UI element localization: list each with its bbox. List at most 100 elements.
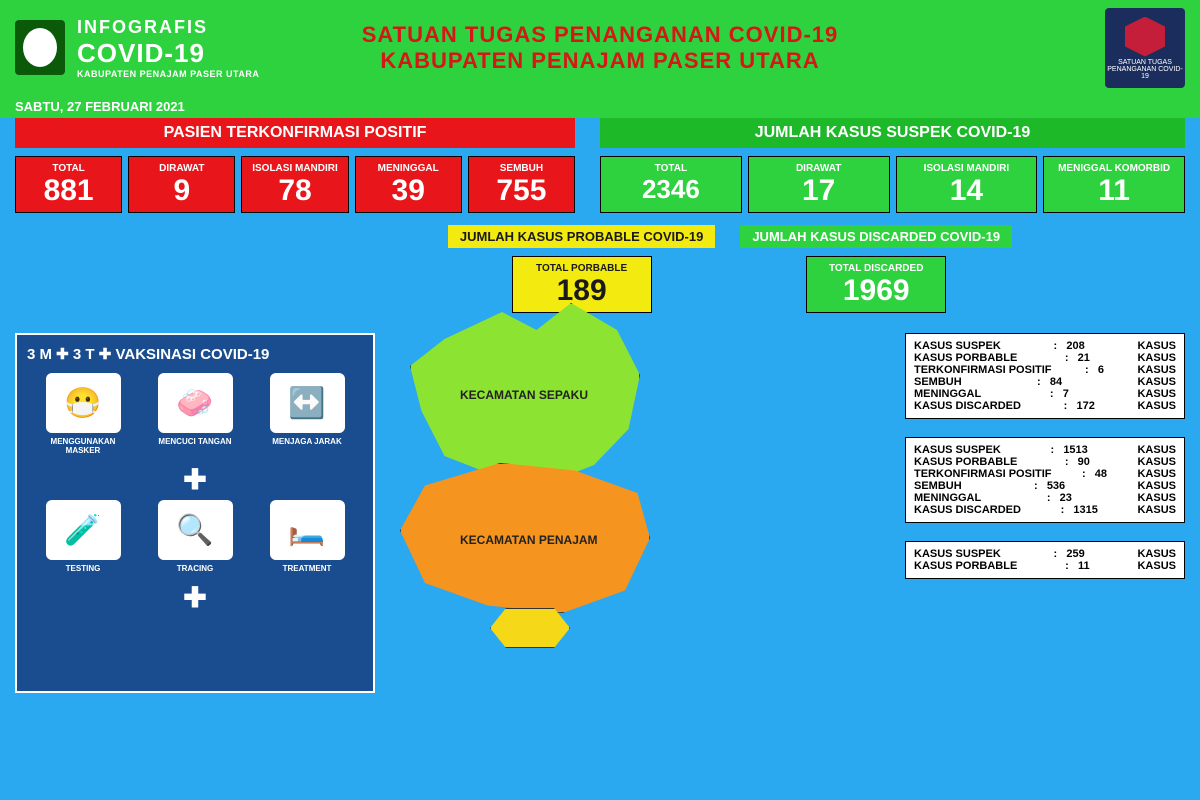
detail-colon: : 259: [1054, 548, 1085, 560]
detail-colon: : 84: [1037, 376, 1062, 388]
detail-key: KASUS PORBABLE: [914, 456, 1017, 468]
probable-stat: TOTAL PORBABLE 189: [512, 256, 652, 313]
protocol-label: TRACING: [145, 564, 245, 573]
stat-value: 14: [899, 176, 1035, 206]
stat-box: TOTAL 2346: [600, 156, 742, 213]
detail-row: TERKONFIRMASI POSITIF : 6 KASUS: [914, 364, 1176, 376]
detail-unit: KASUS: [1137, 376, 1176, 388]
taskforce-logo: SATUAN TUGAS PENANGANAN COVID-19: [1105, 8, 1185, 88]
protocol-label: MENCUCI TANGAN: [145, 437, 245, 446]
detail-row: SEMBUH : 536 KASUS: [914, 480, 1176, 492]
detail-row: KASUS PORBABLE : 11 KASUS: [914, 560, 1176, 572]
stat-value: 9: [131, 176, 232, 206]
protocol-item: 😷 MENGGUNAKAN MASKER: [33, 373, 133, 455]
detail-row: KASUS PORBABLE : 21 KASUS: [914, 352, 1176, 364]
detail-colon: : 6: [1085, 364, 1104, 376]
protocol-item: 🛏️ TREATMENT: [257, 500, 357, 573]
stat-box: ISOLASI MANDIRI 14: [896, 156, 1038, 213]
stat-label: TOTAL: [18, 163, 119, 174]
protocol-icon: 🧼: [158, 373, 233, 433]
header-left: INFOGRAFIS COVID-19 KABUPATEN PENAJAM PA…: [77, 17, 259, 79]
detail-boxes: KASUS SUSPEK : 208 KASUS KASUS PORBABLE …: [905, 333, 1185, 693]
protocol-icon: 🧪: [46, 500, 121, 560]
detail-unit: KASUS: [1137, 400, 1176, 412]
detail-row: KASUS PORBABLE : 90 KASUS: [914, 456, 1176, 468]
detail-key: KASUS SUSPEK: [914, 340, 1001, 352]
protocol-icon: 🔍: [158, 500, 233, 560]
detail-row: TERKONFIRMASI POSITIF : 48 KASUS: [914, 468, 1176, 480]
detail-row: KASUS SUSPEK : 208 KASUS: [914, 340, 1176, 352]
probable-title: JUMLAH KASUS PROBABLE COVID-19: [448, 225, 715, 248]
detail-row: MENINGGAL : 23 KASUS: [914, 492, 1176, 504]
stat-label: TOTAL: [603, 163, 739, 174]
confirmed-title: PASIEN TERKONFIRMASI POSITIF: [15, 118, 575, 148]
discarded-stat: TOTAL DISCARDED 1969: [806, 256, 946, 313]
stat-label: DIRAWAT: [751, 163, 887, 174]
region-south: [490, 608, 570, 648]
protocol-panel: 3 M ✚ 3 T ✚ VAKSINASI COVID-19 😷 MENGGUN…: [15, 333, 375, 693]
protocol-label: TREATMENT: [257, 564, 357, 573]
regency-label: KABUPATEN PENAJAM PASER UTARA: [77, 69, 259, 79]
detail-row: KASUS SUSPEK : 1513 KASUS: [914, 444, 1176, 456]
detail-unit: KASUS: [1137, 340, 1176, 352]
main-content: PASIEN TERKONFIRMASI POSITIF TOTAL 881 D…: [0, 118, 1200, 693]
detail-key: SEMBUH: [914, 376, 962, 388]
stat-box: DIRAWAT 17: [748, 156, 890, 213]
detail-key: KASUS DISCARDED: [914, 504, 1021, 516]
discarded-block: JUMLAH KASUS DISCARDED COVID-19 TOTAL DI…: [740, 225, 1012, 313]
detail-unit: KASUS: [1137, 492, 1176, 504]
detail-key: MENINGGAL: [914, 388, 981, 400]
detail-row: KASUS DISCARDED : 172 KASUS: [914, 400, 1176, 412]
header: INFOGRAFIS COVID-19 KABUPATEN PENAJAM PA…: [0, 0, 1200, 95]
detail-key: MENINGGAL: [914, 492, 981, 504]
infografis-label: INFOGRAFIS: [77, 17, 259, 38]
covid19-label: COVID-19: [77, 38, 259, 69]
detail-key: TERKONFIRMASI POSITIF: [914, 468, 1052, 480]
detail-unit: KASUS: [1137, 468, 1176, 480]
sepaku-label: KECAMATAN SEPAKU: [460, 388, 588, 402]
detail-box: KASUS SUSPEK : 208 KASUS KASUS PORBABLE …: [905, 333, 1185, 419]
stat-label: MENINGGAL: [358, 163, 459, 174]
protocol-icon: ↔️: [270, 373, 345, 433]
probable-value: 189: [515, 276, 649, 306]
protocol-item: ↔️ MENJAGA JARAK: [257, 373, 357, 455]
detail-colon: : 48: [1082, 468, 1107, 480]
stat-value: 2346: [603, 176, 739, 202]
detail-colon: : 1513: [1050, 444, 1087, 456]
suspect-title: JUMLAH KASUS SUSPEK COVID-19: [600, 118, 1185, 148]
detail-box: KASUS SUSPEK : 259 KASUS KASUS PORBABLE …: [905, 541, 1185, 579]
discarded-label: TOTAL DISCARDED: [809, 263, 943, 274]
detail-colon: : 90: [1065, 456, 1090, 468]
detail-row: SEMBUH : 84 KASUS: [914, 376, 1176, 388]
stat-box: MENINGGAL 39: [355, 156, 462, 213]
detail-colon: : 23: [1047, 492, 1072, 504]
header-center: SATUAN TUGAS PENANGANAN COVID-19 KABUPAT…: [362, 22, 839, 74]
plus-icon: ✚: [27, 581, 363, 614]
stat-label: DIRAWAT: [131, 163, 232, 174]
detail-key: KASUS SUSPEK: [914, 548, 1001, 560]
protocol-item: 🧪 TESTING: [33, 500, 133, 573]
penajam-label: KECAMATAN PENAJAM: [460, 533, 598, 547]
stat-value: 755: [471, 176, 572, 206]
detail-key: KASUS PORBABLE: [914, 352, 1017, 364]
detail-colon: : 208: [1054, 340, 1085, 352]
detail-key: TERKONFIRMASI POSITIF: [914, 364, 1052, 376]
taskforce-label: SATUAN TUGAS PENANGANAN COVID-19: [1105, 59, 1185, 80]
stat-label: ISOLASI MANDIRI: [899, 163, 1035, 174]
detail-unit: KASUS: [1137, 480, 1176, 492]
detail-colon: : 21: [1065, 352, 1090, 364]
protocol-label: MENJAGA JARAK: [257, 437, 357, 446]
detail-unit: KASUS: [1137, 352, 1176, 364]
stat-box: ISOLASI MANDIRI 78: [241, 156, 348, 213]
detail-unit: KASUS: [1137, 548, 1176, 560]
discarded-title: JUMLAH KASUS DISCARDED COVID-19: [740, 225, 1012, 248]
detail-unit: KASUS: [1137, 388, 1176, 400]
probable-block: JUMLAH KASUS PROBABLE COVID-19 TOTAL POR…: [448, 225, 715, 313]
stat-value: 78: [244, 176, 345, 206]
detail-key: KASUS PORBABLE: [914, 560, 1017, 572]
detail-row: KASUS SUSPEK : 259 KASUS: [914, 548, 1176, 560]
detail-unit: KASUS: [1137, 444, 1176, 456]
stat-label: MENIGGAL KOMORBID: [1046, 163, 1182, 174]
stat-box: MENIGGAL KOMORBID 11: [1043, 156, 1185, 213]
detail-colon: : 11: [1065, 560, 1089, 572]
